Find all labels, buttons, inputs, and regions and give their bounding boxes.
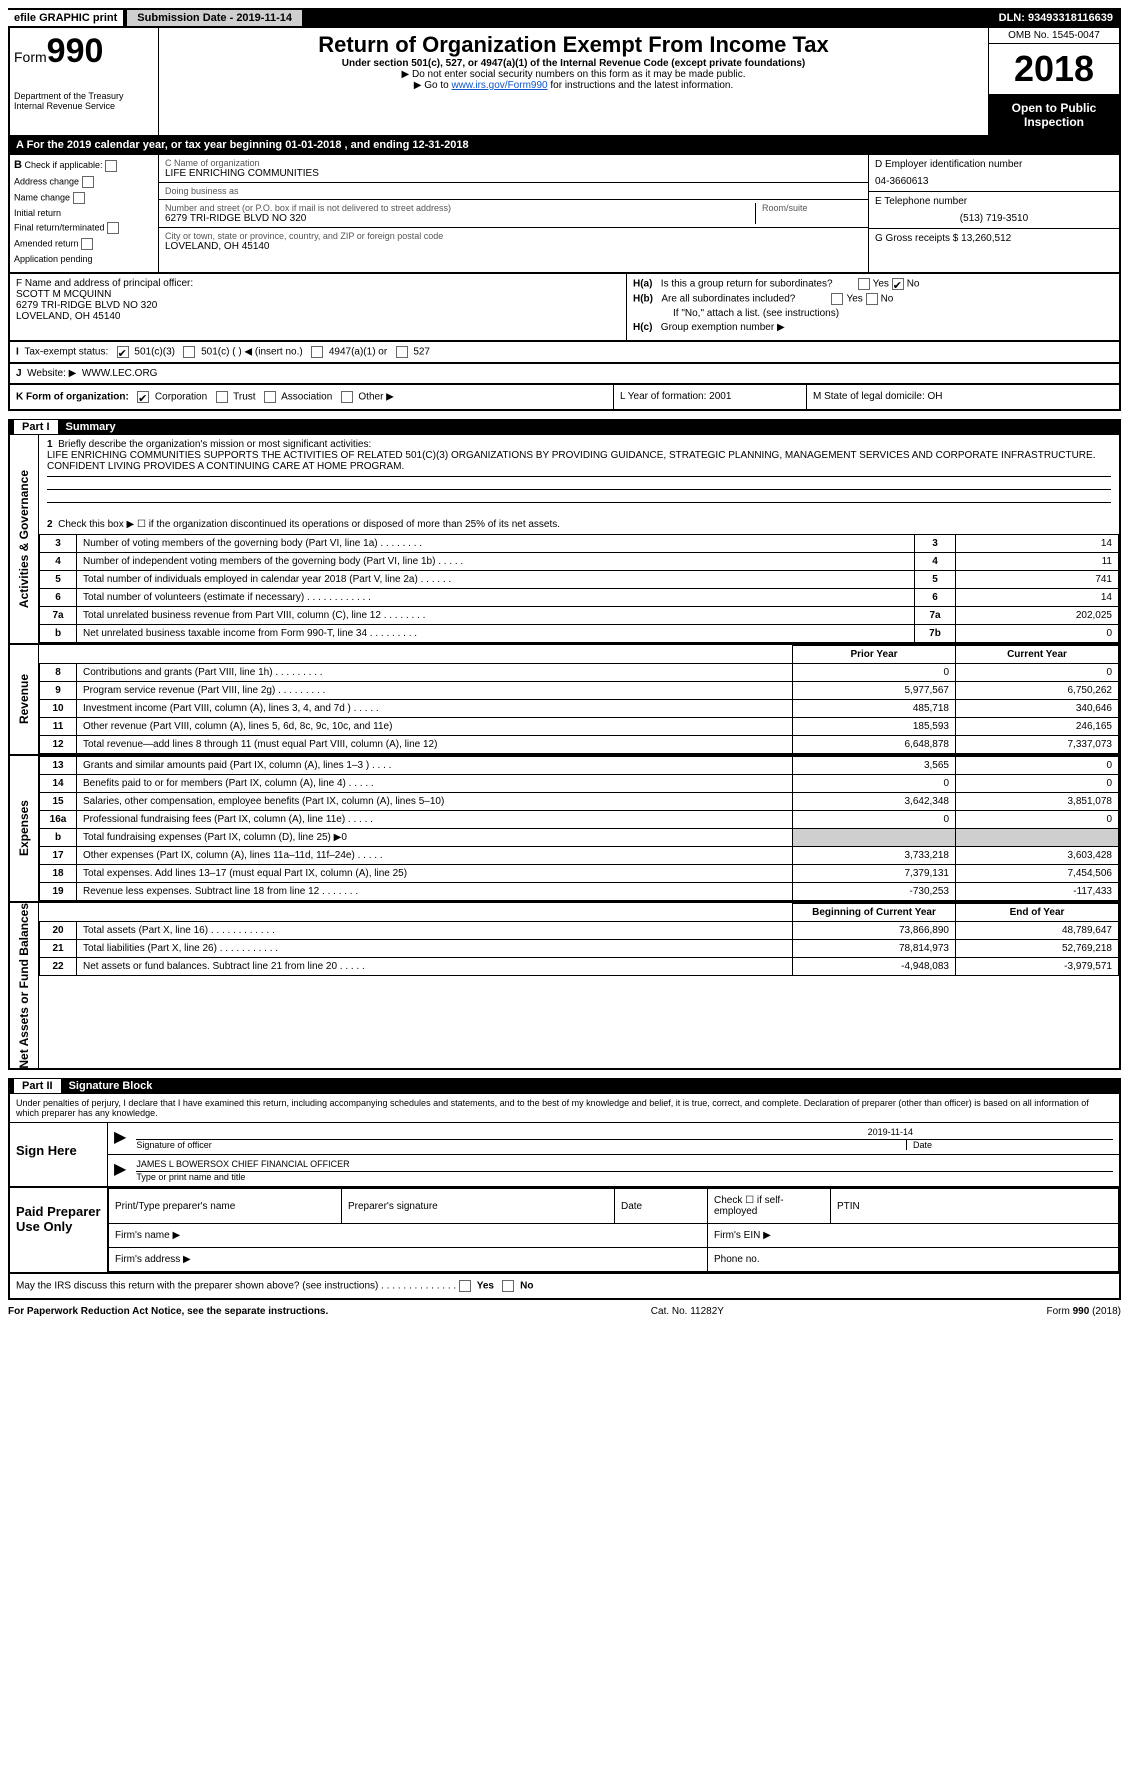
paid-prep-label: Paid Preparer Use Only <box>10 1188 108 1272</box>
dept-label: Department of the Treasury Internal Reve… <box>14 91 154 111</box>
part1-header: Part ISummary <box>8 419 1121 435</box>
phone: (513) 719-3510 <box>875 213 1113 224</box>
org-address: 6279 TRI-RIDGE BLVD NO 320 <box>165 213 755 224</box>
preparer-block: Paid Preparer Use Only Print/Type prepar… <box>8 1188 1121 1274</box>
header-left: Form990 Department of the Treasury Inter… <box>10 28 159 135</box>
website: WWW.LEC.ORG <box>82 368 158 379</box>
officer-name-title: JAMES L BOWERSOX CHIEF FINANCIAL OFFICER <box>136 1159 1113 1169</box>
section-i: I Tax-exempt status: 501(c)(3) 501(c) ( … <box>8 342 1121 364</box>
header-center: Return of Organization Exempt From Incom… <box>159 28 988 135</box>
form-number: 990 <box>47 32 104 70</box>
rev-section: Revenue Prior YearCurrent Year8Contribut… <box>8 645 1121 756</box>
state-domicile: M State of legal domicile: OH <box>806 385 1119 409</box>
checkbox[interactable] <box>105 160 117 172</box>
box-f: F Name and address of principal officer:… <box>10 274 626 340</box>
part2-header: Part IISignature Block <box>8 1078 1121 1094</box>
gov-table: 3Number of voting members of the governi… <box>39 534 1119 643</box>
org-name: LIFE ENRICHING COMMUNITIES <box>165 168 862 179</box>
submission-date: Submission Date - 2019-11-14 <box>127 10 302 26</box>
box-de: D Employer identification number 04-3660… <box>868 155 1119 272</box>
gross-receipts: G Gross receipts $ 13,260,512 <box>875 233 1113 244</box>
signature-block: Under penalties of perjury, I declare th… <box>8 1094 1121 1188</box>
inspection-label: Open to Public Inspection <box>989 95 1119 135</box>
form-header: Form990 Department of the Treasury Inter… <box>8 28 1121 137</box>
form-label: Form <box>14 49 47 65</box>
form-note2: ▶ Go to www.irs.gov/Form990 for instruct… <box>163 80 984 91</box>
section-j: J Website: ▶ WWW.LEC.ORG <box>8 364 1121 385</box>
form-title: Return of Organization Exempt From Incom… <box>163 32 984 58</box>
form-subtitle: Under section 501(c), 527, or 4947(a)(1)… <box>163 58 984 69</box>
section-k: K Form of organization: Corporation Trus… <box>8 385 1121 411</box>
footer: For Paperwork Reduction Act Notice, see … <box>8 1306 1121 1317</box>
side-label-gov: Activities & Governance <box>17 470 31 608</box>
irs-link[interactable]: www.irs.gov/Form990 <box>451 80 547 91</box>
ein: 04-3660613 <box>875 176 1113 187</box>
discuss-row: May the IRS discuss this return with the… <box>8 1274 1121 1300</box>
efile-label: efile GRAPHIC print <box>8 10 123 26</box>
exp-section: Expenses 13Grants and similar amounts pa… <box>8 756 1121 903</box>
arrow-icon: ▶ <box>114 1127 126 1150</box>
box-b: B Check if applicable: Address change Na… <box>10 155 159 272</box>
gov-section: Activities & Governance 1 Briefly descri… <box>8 435 1121 645</box>
section-abc: B Check if applicable: Address change Na… <box>8 155 1121 274</box>
top-bar: efile GRAPHIC print Submission Date - 20… <box>8 8 1121 28</box>
side-label-rev: Revenue <box>17 674 31 724</box>
year-label: 2018 <box>989 44 1119 95</box>
box-h: H(a) Is this a group return for subordin… <box>626 274 1119 340</box>
arrow-icon: ▶ <box>114 1159 126 1182</box>
side-label-exp: Expenses <box>17 800 31 856</box>
exp-table: 13Grants and similar amounts paid (Part … <box>39 756 1119 901</box>
mission-text: LIFE ENRICHING COMMUNITIES SUPPORTS THE … <box>47 450 1095 472</box>
header-right: OMB No. 1545-0047 2018 Open to Public In… <box>988 28 1119 135</box>
perjury-text: Under penalties of perjury, I declare th… <box>10 1094 1119 1123</box>
officer-name: SCOTT M MCQUINN <box>16 289 620 300</box>
net-section: Net Assets or Fund Balances Beginning of… <box>8 903 1121 1071</box>
year-formation: L Year of formation: 2001 <box>613 385 806 409</box>
net-table: Beginning of Current YearEnd of Year20To… <box>39 903 1119 976</box>
rev-table: Prior YearCurrent Year8Contributions and… <box>39 645 1119 754</box>
side-label-net: Net Assets or Fund Balances <box>17 903 31 1069</box>
form-note1: ▶ Do not enter social security numbers o… <box>163 69 984 80</box>
box-c: C Name of organization LIFE ENRICHING CO… <box>159 155 868 272</box>
omb-label: OMB No. 1545-0047 <box>989 28 1119 44</box>
calendar-year-row: A For the 2019 calendar year, or tax yea… <box>8 137 1121 155</box>
sign-here-label: Sign Here <box>10 1123 108 1186</box>
dln-label: DLN: 93493318116639 <box>999 12 1121 24</box>
no-checked[interactable] <box>892 278 904 290</box>
org-city: LOVELAND, OH 45140 <box>165 241 862 252</box>
section-fh: F Name and address of principal officer:… <box>8 274 1121 342</box>
